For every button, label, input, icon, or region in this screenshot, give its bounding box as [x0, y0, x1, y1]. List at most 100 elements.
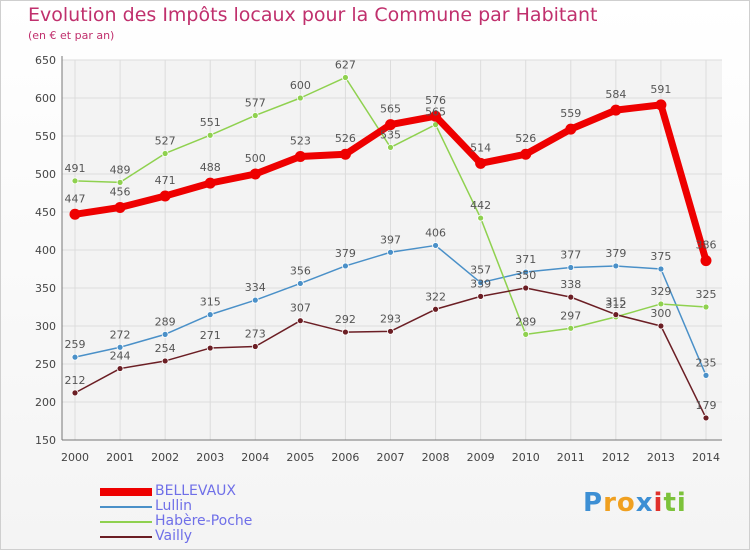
proxiti-logo: Proxiti — [583, 488, 687, 518]
x-tick-label: 2000 — [61, 451, 89, 464]
x-tick-label: 2010 — [512, 451, 540, 464]
data-point-bellevaux — [610, 104, 622, 116]
y-tick-label: 150 — [35, 434, 56, 447]
data-point-bellevaux — [565, 123, 577, 135]
x-tick-label: 2013 — [647, 451, 675, 464]
data-point-hab-re-poche — [296, 94, 304, 102]
legend-label-bellevaux: BELLEVAUX — [155, 483, 236, 499]
data-label-bellevaux: 447 — [65, 192, 86, 205]
data-label-bellevaux: 488 — [200, 161, 221, 174]
data-label-bellevaux: 514 — [470, 141, 491, 154]
data-label-hab-re-poche: 489 — [110, 163, 131, 176]
chart-title: Evolution des Impôts locaux pour la Comm… — [28, 4, 598, 26]
data-label-hab-re-poche: 442 — [470, 199, 491, 212]
y-tick-label: 300 — [35, 320, 56, 333]
data-point-hab-re-poche — [116, 178, 124, 186]
data-point-hab-re-poche — [702, 303, 710, 311]
data-point-lullin — [657, 265, 665, 273]
data-point-bellevaux — [475, 157, 487, 169]
legend-swatch-lullin — [100, 506, 152, 508]
data-point-bellevaux — [430, 110, 442, 122]
data-label-bellevaux: 526 — [515, 132, 536, 145]
data-label-vailly: 244 — [110, 350, 131, 363]
data-label-vailly: 254 — [155, 342, 176, 355]
data-point-hab-re-poche — [161, 150, 169, 157]
x-tick-label: 2001 — [106, 451, 134, 464]
data-point-lullin — [432, 242, 439, 249]
y-tick-label: 450 — [35, 206, 56, 219]
y-tick-label: 600 — [35, 92, 56, 105]
data-label-hab-re-poche: 600 — [290, 79, 311, 92]
data-label-lullin: 356 — [290, 264, 311, 277]
data-label-lullin: 379 — [335, 247, 356, 260]
data-label-vailly: 322 — [425, 290, 446, 303]
data-label-hab-re-poche: 491 — [65, 162, 86, 175]
data-point-vailly — [522, 284, 530, 292]
data-label-vailly: 338 — [560, 278, 581, 291]
x-tick-label: 2014 — [692, 451, 720, 464]
data-point-lullin — [296, 280, 304, 287]
data-point-hab-re-poche — [71, 177, 79, 185]
data-label-vailly: 293 — [380, 312, 401, 325]
data-point-hab-re-poche — [251, 112, 259, 119]
data-label-hab-re-poche: 297 — [560, 309, 581, 322]
data-point-bellevaux — [700, 255, 712, 267]
data-label-lullin: 377 — [560, 248, 581, 261]
data-label-lullin: 371 — [515, 253, 536, 266]
x-tick-label: 2005 — [286, 451, 314, 464]
data-point-lullin — [702, 371, 710, 379]
data-point-vailly — [116, 365, 124, 372]
data-point-bellevaux — [114, 201, 126, 213]
chart-subtitle: (en € et par an) — [28, 29, 115, 42]
data-label-lullin: 272 — [110, 328, 131, 341]
data-label-lullin: 315 — [200, 296, 221, 309]
x-tick-label: 2011 — [557, 451, 585, 464]
data-label-lullin: 357 — [470, 264, 491, 277]
data-label-hab-re-poche: 289 — [515, 315, 536, 328]
data-label-hab-re-poche: 325 — [696, 288, 717, 301]
y-tick-label: 400 — [35, 244, 56, 257]
data-point-vailly — [612, 311, 620, 319]
data-label-hab-re-poche: 577 — [245, 96, 266, 109]
y-tick-label: 550 — [35, 130, 56, 143]
data-label-bellevaux: 456 — [110, 185, 131, 198]
x-tick-label: 2004 — [241, 451, 269, 464]
data-point-vailly — [477, 292, 485, 300]
data-label-lullin: 406 — [425, 226, 446, 239]
x-tick-label: 2009 — [467, 451, 495, 464]
data-point-vailly — [206, 344, 214, 352]
data-label-hab-re-poche: 527 — [155, 134, 176, 147]
data-point-bellevaux — [339, 148, 351, 160]
data-point-lullin — [71, 353, 79, 361]
data-point-hab-re-poche — [387, 143, 394, 151]
data-label-lullin: 289 — [155, 315, 176, 328]
x-tick-label: 2003 — [196, 451, 224, 464]
x-tick-label: 2002 — [151, 451, 179, 464]
data-label-bellevaux: 591 — [650, 83, 671, 96]
legend-swatch-bellevaux — [100, 488, 152, 496]
data-point-vailly — [702, 414, 710, 422]
data-point-lullin — [477, 279, 485, 287]
data-point-bellevaux — [204, 177, 216, 189]
data-point-hab-re-poche — [477, 214, 485, 222]
data-label-lullin: 259 — [65, 338, 86, 351]
data-point-vailly — [161, 357, 169, 365]
legend-swatch-vailly — [100, 536, 152, 538]
data-label-bellevaux: 559 — [560, 107, 581, 120]
data-point-lullin — [567, 264, 575, 271]
data-label-hab-re-poche: 312 — [605, 298, 626, 311]
legend-swatch-habere-poche — [100, 521, 152, 523]
data-point-bellevaux — [294, 151, 306, 163]
data-point-bellevaux — [520, 148, 532, 160]
data-point-hab-re-poche — [657, 300, 665, 308]
data-label-vailly: 292 — [335, 313, 356, 326]
legend-label-habere-poche: Habère-Poche — [155, 513, 253, 529]
data-point-vailly — [432, 305, 439, 313]
data-point-hab-re-poche — [206, 131, 214, 139]
data-label-bellevaux: 584 — [605, 88, 626, 101]
data-point-vailly — [567, 293, 575, 301]
data-point-vailly — [251, 343, 259, 350]
data-point-lullin — [342, 262, 349, 270]
data-point-vailly — [296, 317, 304, 325]
